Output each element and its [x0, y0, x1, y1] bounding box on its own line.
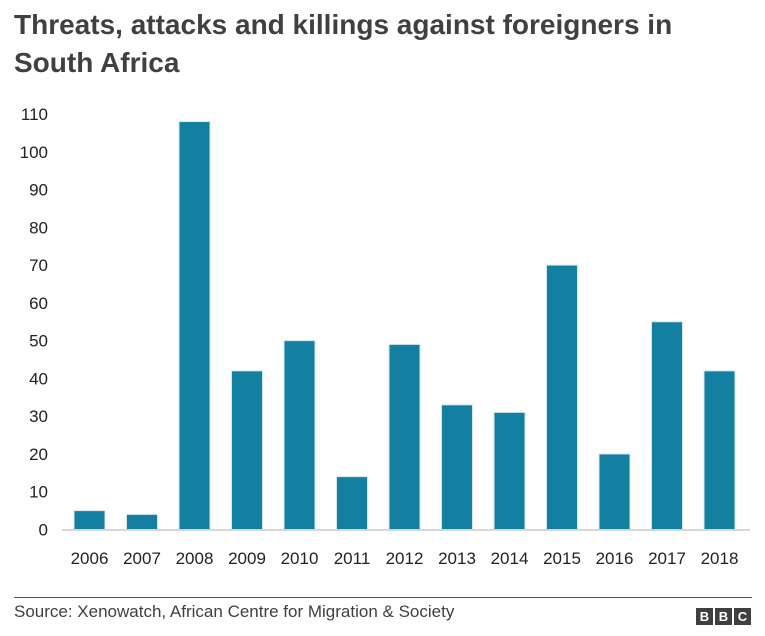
y-tick-label: 60 — [29, 294, 48, 313]
x-tick-label: 2014 — [491, 549, 529, 568]
bar-2007 — [126, 513, 158, 531]
logo-letter: C — [734, 608, 751, 625]
x-tick-label: 2013 — [438, 549, 476, 568]
y-tick-label: 50 — [29, 332, 48, 351]
source-note: Source: Xenowatch, African Centre for Mi… — [14, 602, 455, 621]
bar-2008 — [178, 121, 211, 531]
y-tick-label: 70 — [29, 256, 48, 275]
y-tick-label: 100 — [20, 143, 48, 162]
y-tick-label: 110 — [21, 105, 48, 124]
y-tick-label: 80 — [29, 218, 48, 237]
x-tick-label: 2012 — [386, 549, 424, 568]
bbc-logo: B B C — [696, 608, 751, 625]
bar-2010 — [283, 340, 316, 530]
bar-2015 — [546, 264, 578, 530]
y-tick-label: 10 — [29, 483, 48, 502]
x-tick-label: 2007 — [123, 549, 161, 568]
bar-2016 — [598, 453, 631, 531]
y-tick-label: 40 — [29, 369, 48, 388]
x-tick-label: 2017 — [648, 549, 686, 568]
x-tick-label: 2015 — [543, 549, 581, 568]
footer-divider — [14, 597, 752, 598]
bar-2011 — [336, 476, 368, 531]
y-tick-label: 20 — [29, 445, 48, 464]
y-tick-label: 30 — [29, 407, 48, 426]
bar-2012 — [388, 343, 421, 530]
y-tick-label: 0 — [39, 521, 48, 540]
logo-letter: B — [715, 608, 732, 625]
bar-2017 — [651, 321, 683, 530]
x-tick-label: 2009 — [228, 549, 266, 568]
bar-2014 — [493, 411, 526, 530]
x-tick-label: 2008 — [176, 549, 214, 568]
bar-chart: 0 10 20 30 40 50 60 70 80 90 100 110 2006 2007 2008 200… — [20, 105, 750, 568]
x-tick-label: 2010 — [281, 549, 319, 568]
bar-2013 — [441, 404, 473, 531]
x-tick-label: 2011 — [334, 549, 371, 568]
x-tick-label: 2016 — [596, 549, 634, 568]
bar-2009 — [231, 370, 263, 531]
logo-letter: B — [696, 608, 713, 625]
x-tick-label: 2006 — [71, 549, 109, 568]
x-tick-label: 2018 — [701, 549, 739, 568]
bar-2018 — [703, 370, 736, 531]
chart-title: Threats, attacks and killings against fo… — [14, 9, 673, 78]
y-tick-label: 90 — [29, 181, 48, 200]
bar-2006 — [73, 510, 106, 531]
